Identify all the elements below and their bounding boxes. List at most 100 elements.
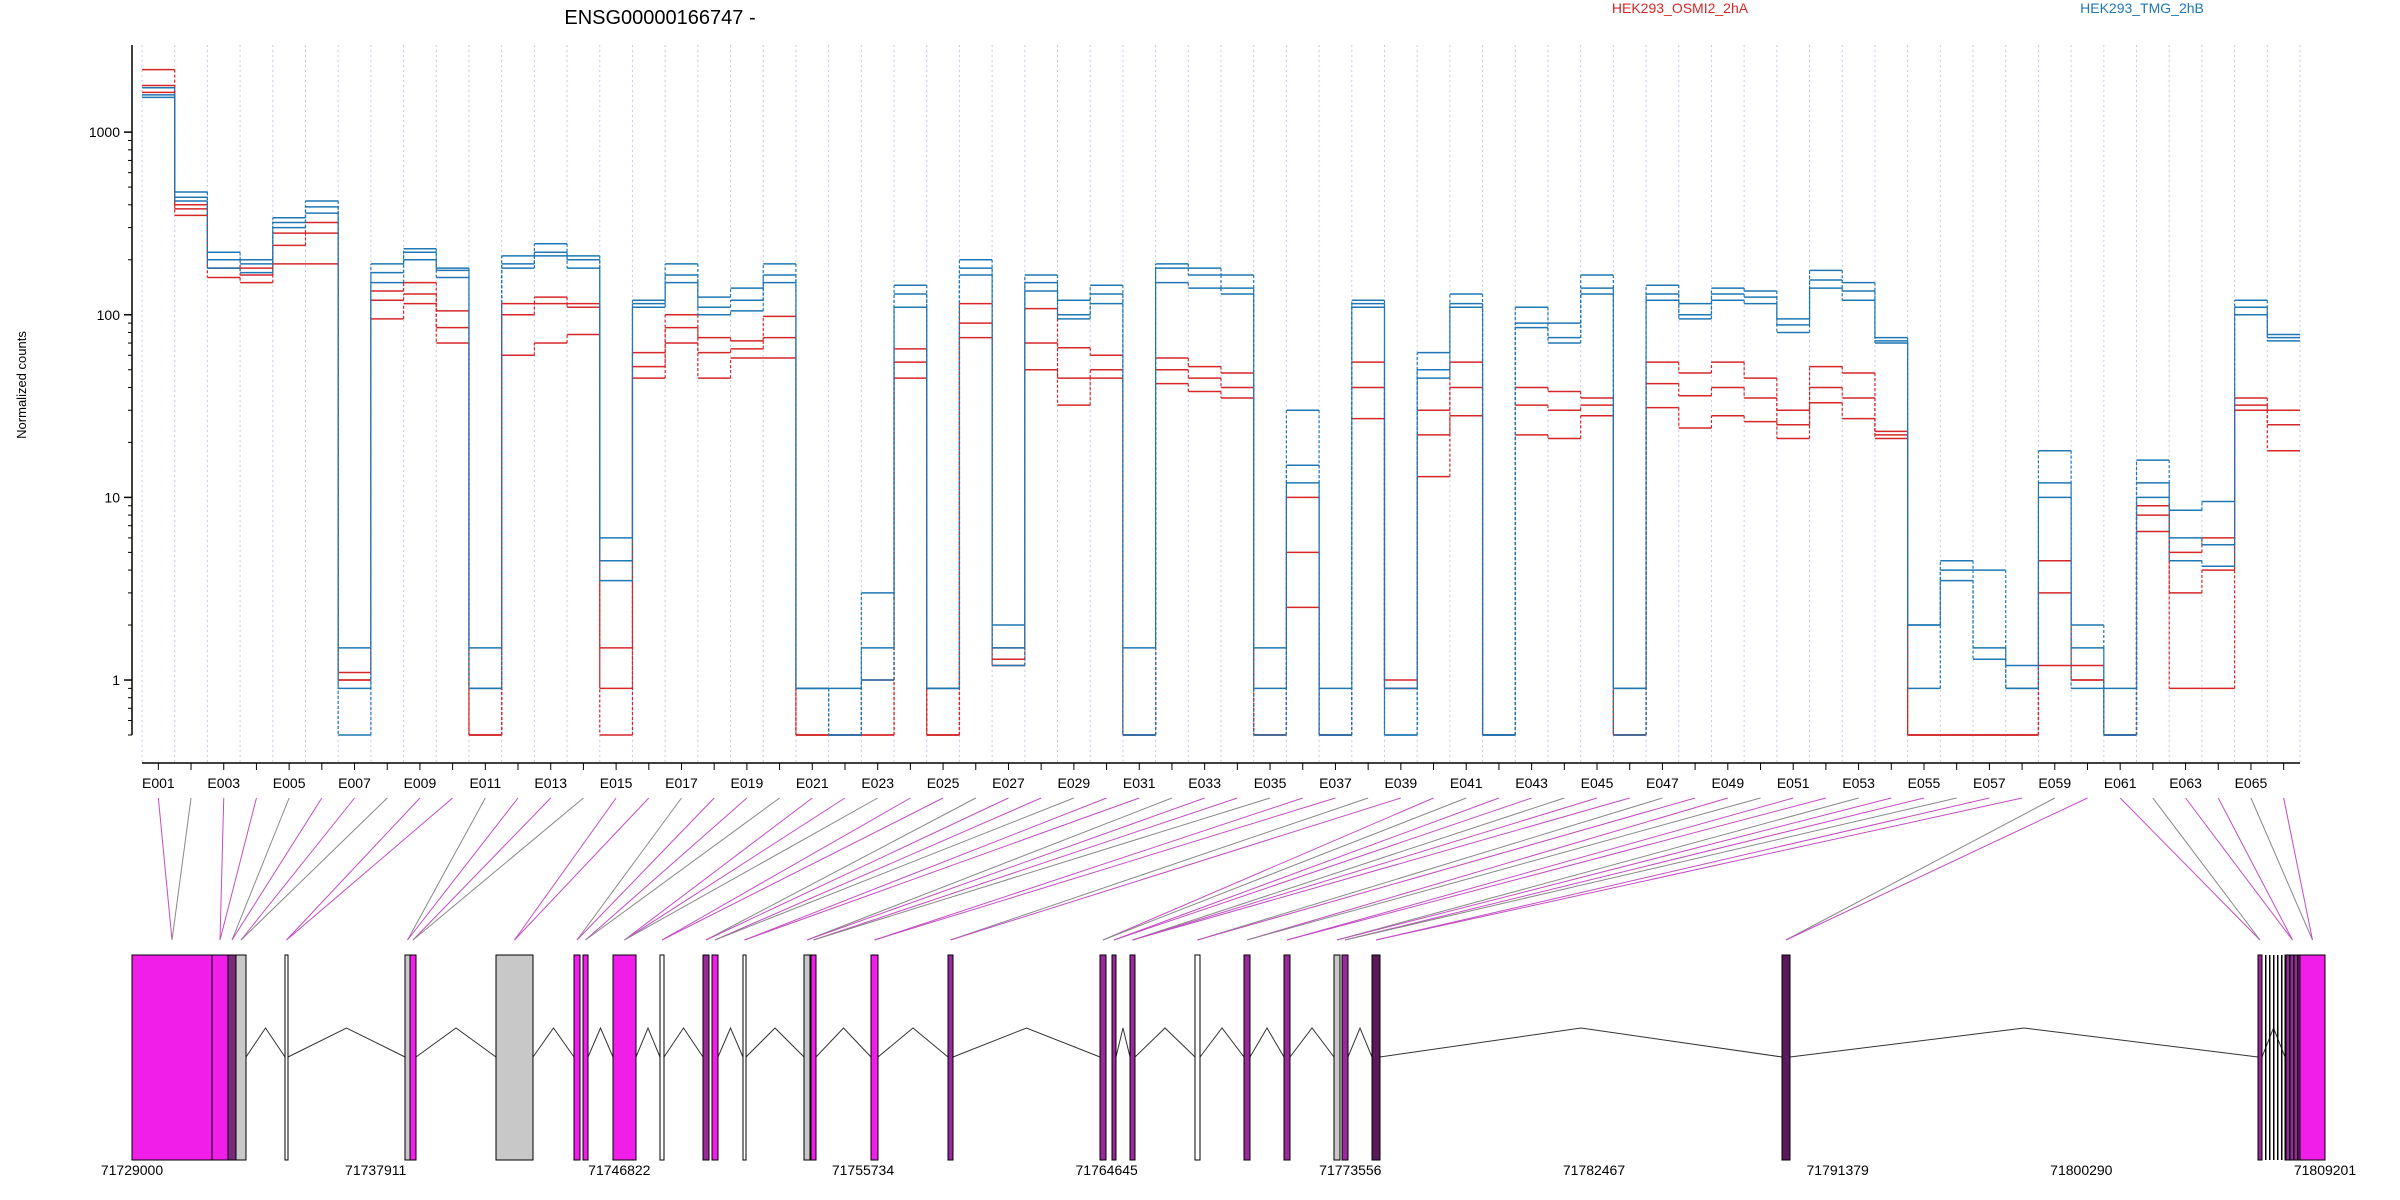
intron-line bbox=[815, 1027, 872, 1058]
exon-connector bbox=[806, 797, 1173, 941]
exon-tick bbox=[2281, 955, 2283, 1160]
exon-connector bbox=[1132, 797, 1565, 941]
exon-connector bbox=[2283, 797, 2313, 941]
y-tick-label: 1 bbox=[112, 672, 120, 688]
x-tick-label: E001 bbox=[142, 775, 175, 791]
exon-tick bbox=[2277, 955, 2279, 1160]
intron-line bbox=[745, 1027, 805, 1058]
exon-connector bbox=[1113, 797, 1500, 941]
genomic-tick-label: 71755734 bbox=[832, 1162, 895, 1178]
x-tick-label: E039 bbox=[1384, 775, 1417, 791]
exon-connector bbox=[219, 797, 257, 941]
intron-line bbox=[1249, 1027, 1285, 1058]
exon-box bbox=[404, 954, 411, 1161]
x-tick-label: E063 bbox=[2169, 775, 2202, 791]
exon-tick bbox=[2273, 955, 2275, 1160]
exon-box bbox=[947, 954, 954, 1161]
x-tick-label: E023 bbox=[861, 775, 894, 791]
exon-box bbox=[1099, 954, 1107, 1161]
exon-connector bbox=[661, 797, 944, 941]
x-tick-label: E007 bbox=[338, 775, 371, 791]
chart-title: ENSG00000166747 - bbox=[564, 7, 755, 29]
y-axis: 1 10 100 1000 bbox=[89, 45, 133, 736]
y-tick-label: 10 bbox=[104, 489, 120, 505]
genomic-tick-label: 71773556 bbox=[1319, 1162, 1382, 1178]
x-tick-label: E017 bbox=[665, 775, 698, 791]
x-tick-label: E019 bbox=[731, 775, 764, 791]
exon-box bbox=[810, 954, 817, 1161]
exon-connector bbox=[2185, 797, 2293, 941]
series-lines bbox=[142, 68, 2300, 736]
x-tick-label: E041 bbox=[1450, 775, 1483, 791]
exon-connector bbox=[1197, 797, 1696, 941]
x-tick-label: E015 bbox=[600, 775, 633, 791]
x-tick-label: E057 bbox=[1973, 775, 2006, 791]
exon-connector bbox=[1375, 797, 1990, 941]
exon-box bbox=[2257, 954, 2263, 1161]
intron-line bbox=[1134, 1027, 1196, 1058]
genomic-tick-label: 71764645 bbox=[1076, 1162, 1139, 1178]
series-5 bbox=[142, 96, 2300, 736]
exon-connector bbox=[705, 797, 1009, 941]
exon-connector bbox=[1785, 797, 2088, 941]
exon-connector bbox=[2119, 797, 2261, 941]
genomic-tick-label: 71800290 bbox=[2050, 1162, 2113, 1178]
x-tick-label: E025 bbox=[927, 775, 960, 791]
x-tick-label: E045 bbox=[1581, 775, 1614, 791]
exon-box bbox=[1129, 954, 1136, 1161]
x-tick-label: E035 bbox=[1254, 775, 1287, 791]
exon-box bbox=[284, 954, 289, 1161]
exon-box bbox=[573, 954, 581, 1161]
exon-connector bbox=[1246, 797, 1728, 941]
exon-box bbox=[612, 954, 637, 1161]
exon-box bbox=[235, 954, 247, 1161]
exon-box bbox=[1371, 954, 1381, 1161]
y-tick-label: 1000 bbox=[89, 124, 120, 140]
intron-line bbox=[952, 1027, 1101, 1058]
exon-connector bbox=[714, 797, 1042, 941]
y-tick-label: 100 bbox=[97, 307, 121, 323]
x-tick-label: E005 bbox=[273, 775, 306, 791]
legend-entry-osmi2: HEK293_OSMI2_2hA bbox=[1612, 0, 1749, 16]
exon-connector bbox=[1102, 797, 1434, 941]
exon-connector bbox=[1132, 797, 1630, 941]
exon-connector bbox=[1113, 797, 1532, 941]
exon-connector bbox=[714, 797, 1075, 941]
exon-box bbox=[742, 954, 747, 1161]
exon-connector bbox=[705, 797, 977, 941]
x-tick-label: E065 bbox=[2235, 775, 2268, 791]
exon-connector bbox=[1246, 797, 1761, 941]
intron-line bbox=[532, 1027, 575, 1058]
x-tick-label: E021 bbox=[796, 775, 829, 791]
intron-line bbox=[1115, 1027, 1131, 1058]
intron-line bbox=[663, 1027, 704, 1058]
exon-connector bbox=[231, 797, 290, 941]
exon-connector bbox=[585, 797, 748, 941]
gene-model bbox=[131, 954, 2326, 1161]
exon-box bbox=[211, 954, 229, 1161]
exon-box bbox=[2299, 954, 2326, 1161]
exon-box bbox=[1194, 954, 1201, 1161]
x-tick-label: E031 bbox=[1123, 775, 1156, 791]
genomic-axis: 71729000 71737911 71746822 71755734 71764645… bbox=[101, 1162, 2357, 1178]
genomic-tick-label: 71782467 bbox=[1563, 1162, 1626, 1178]
exon-box bbox=[131, 954, 213, 1161]
x-tick-label: E043 bbox=[1515, 775, 1548, 791]
intron-line bbox=[415, 1027, 497, 1058]
exon-grid bbox=[141, 45, 2301, 765]
exon-connector bbox=[1336, 797, 1859, 941]
exon-connector bbox=[407, 797, 486, 941]
intron-line bbox=[587, 1026, 614, 1058]
exon-box bbox=[659, 954, 665, 1161]
y-axis-label: Normalized counts bbox=[14, 331, 29, 439]
legend-entry-tmg: HEK293_TMG_2hB bbox=[2080, 0, 2204, 16]
exon-box bbox=[1243, 954, 1251, 1161]
exon-connector bbox=[1286, 797, 1794, 941]
x-tick-label: E047 bbox=[1646, 775, 1679, 791]
x-tick-label: E011 bbox=[469, 775, 501, 791]
exon-tick bbox=[2285, 955, 2287, 1160]
exon-connector bbox=[231, 797, 323, 941]
intron-line bbox=[1289, 1027, 1335, 1058]
exon-box bbox=[495, 954, 534, 1161]
exon-box bbox=[582, 954, 589, 1161]
